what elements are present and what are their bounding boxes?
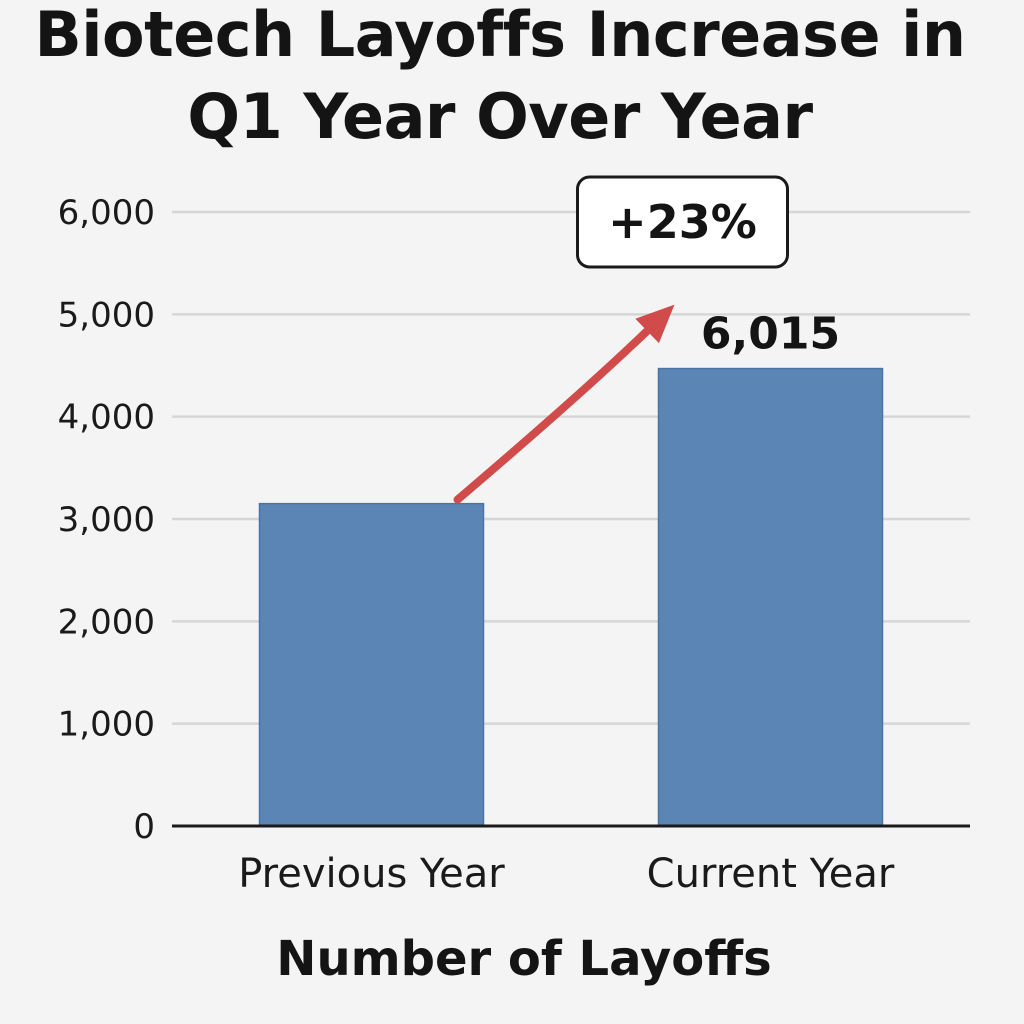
y-axis-tick-labels: 0 1,000 2,000 3,000 4,000 5,000 6,000 — [58, 193, 155, 847]
bar-current-year — [657, 367, 884, 827]
data-labels: 6,015 — [701, 309, 840, 360]
increase-arrow-line — [453, 326, 652, 504]
x-axis-tick-labels: Previous Year Current Year — [238, 851, 895, 897]
y-tick-label: 1,000 — [58, 705, 155, 745]
change-badge-text: +23% — [608, 195, 757, 249]
x-tick-label: Previous Year — [238, 851, 505, 897]
change-annotation: +23% — [453, 175, 789, 504]
change-badge — [576, 175, 789, 269]
y-tick-label: 3,000 — [58, 500, 155, 540]
data-label: 6,015 — [701, 309, 840, 360]
bar-previous-year — [258, 502, 485, 827]
y-tick-label: 4,000 — [58, 398, 155, 438]
x-axis-label: Number of Layoffs — [276, 931, 771, 987]
y-tick-label: 0 — [133, 807, 155, 847]
x-tick-label: Current Year — [647, 851, 895, 897]
y-tick-label: 2,000 — [58, 602, 155, 642]
chart-title: Biotech Layoffs Increase in Q1 Year Over… — [34, 0, 966, 153]
y-tick-label: 6,000 — [58, 193, 155, 233]
increase-arrow-head — [635, 304, 675, 344]
bars — [258, 367, 884, 827]
y-tick-label: 5,000 — [58, 295, 155, 335]
